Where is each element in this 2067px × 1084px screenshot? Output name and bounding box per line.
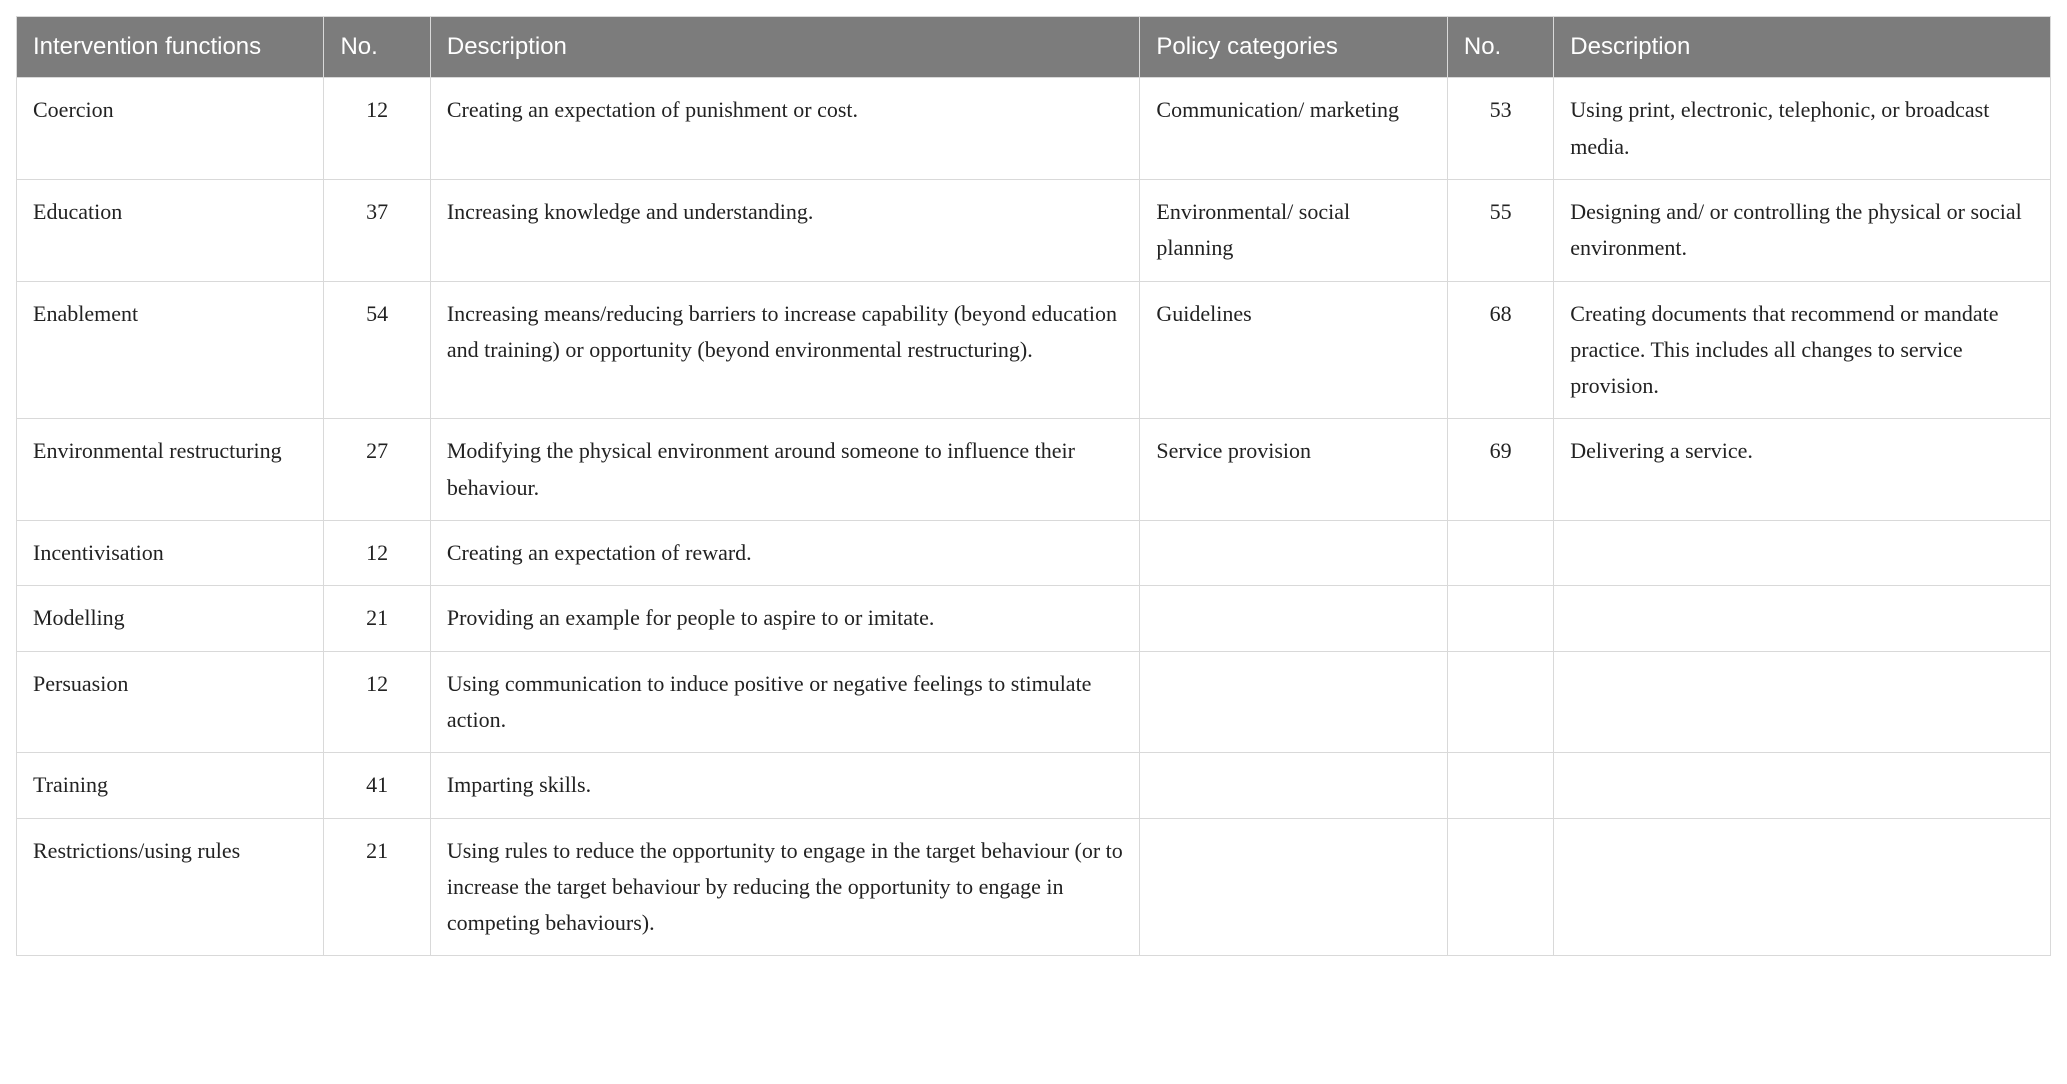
table-row: Persuasion12Using communication to induc… [17, 651, 2051, 753]
cell-no2 [1447, 586, 1553, 651]
cell-desc1: Modifying the physical environment aroun… [430, 419, 1140, 521]
cell-no1: 54 [324, 281, 430, 419]
cell-desc2 [1554, 818, 2051, 956]
cell-policy: Communication/ marketing [1140, 78, 1447, 180]
table-row: Training41Imparting skills. [17, 753, 2051, 818]
cell-intervention: Incentivisation [17, 521, 324, 586]
cell-policy [1140, 651, 1447, 753]
table-header-row: Intervention functions No. Description P… [17, 17, 2051, 78]
col-header-policy: Policy categories [1140, 17, 1447, 78]
table-row: Modelling21Providing an example for peop… [17, 586, 2051, 651]
cell-no1: 12 [324, 651, 430, 753]
cell-intervention: Environmental restructuring [17, 419, 324, 521]
cell-no1: 37 [324, 179, 430, 281]
col-header-desc2: Description [1554, 17, 2051, 78]
cell-desc2: Creating documents that recommend or man… [1554, 281, 2051, 419]
cell-policy [1140, 818, 1447, 956]
cell-policy: Guidelines [1140, 281, 1447, 419]
table-row: Environmental restructuring27Modifying t… [17, 419, 2051, 521]
cell-intervention: Modelling [17, 586, 324, 651]
cell-no2 [1447, 651, 1553, 753]
cell-desc1: Creating an expectation of reward. [430, 521, 1140, 586]
intervention-policy-table: Intervention functions No. Description P… [16, 16, 2051, 956]
table-row: Coercion12Creating an expectation of pun… [17, 78, 2051, 180]
cell-desc2: Designing and/ or controlling the physic… [1554, 179, 2051, 281]
cell-no2 [1447, 818, 1553, 956]
cell-no2 [1447, 753, 1553, 818]
cell-no1: 12 [324, 521, 430, 586]
cell-intervention: Restrictions/using rules [17, 818, 324, 956]
cell-policy [1140, 586, 1447, 651]
cell-desc2 [1554, 651, 2051, 753]
cell-no1: 12 [324, 78, 430, 180]
cell-no2: 55 [1447, 179, 1553, 281]
cell-desc1: Using rules to reduce the opportunity to… [430, 818, 1140, 956]
cell-no2: 53 [1447, 78, 1553, 180]
cell-policy: Service provision [1140, 419, 1447, 521]
cell-desc2: Delivering a service. [1554, 419, 2051, 521]
col-header-desc1: Description [430, 17, 1140, 78]
table-row: Enablement54Increasing means/reducing ba… [17, 281, 2051, 419]
cell-intervention: Education [17, 179, 324, 281]
cell-desc2 [1554, 521, 2051, 586]
cell-desc1: Using communication to induce positive o… [430, 651, 1140, 753]
cell-no1: 21 [324, 586, 430, 651]
col-header-no2: No. [1447, 17, 1553, 78]
col-header-no1: No. [324, 17, 430, 78]
table-body: Coercion12Creating an expectation of pun… [17, 78, 2051, 956]
cell-desc1: Increasing knowledge and understanding. [430, 179, 1140, 281]
cell-desc1: Imparting skills. [430, 753, 1140, 818]
cell-no2: 68 [1447, 281, 1553, 419]
cell-desc2 [1554, 586, 2051, 651]
cell-no2: 69 [1447, 419, 1553, 521]
table-row: Restrictions/using rules21Using rules to… [17, 818, 2051, 956]
cell-intervention: Persuasion [17, 651, 324, 753]
cell-no1: 27 [324, 419, 430, 521]
cell-desc1: Creating an expectation of punishment or… [430, 78, 1140, 180]
col-header-intervention: Intervention functions [17, 17, 324, 78]
cell-no2 [1447, 521, 1553, 586]
cell-policy [1140, 753, 1447, 818]
cell-no1: 41 [324, 753, 430, 818]
cell-desc2: Using print, electronic, telephonic, or … [1554, 78, 2051, 180]
cell-policy: Environmental/ social planning [1140, 179, 1447, 281]
table-row: Incentivisation12Creating an expectation… [17, 521, 2051, 586]
cell-intervention: Training [17, 753, 324, 818]
cell-desc2 [1554, 753, 2051, 818]
cell-intervention: Coercion [17, 78, 324, 180]
cell-desc1: Increasing means/reducing barriers to in… [430, 281, 1140, 419]
cell-policy [1140, 521, 1447, 586]
table-row: Education37Increasing knowledge and unde… [17, 179, 2051, 281]
cell-no1: 21 [324, 818, 430, 956]
cell-intervention: Enablement [17, 281, 324, 419]
cell-desc1: Providing an example for people to aspir… [430, 586, 1140, 651]
